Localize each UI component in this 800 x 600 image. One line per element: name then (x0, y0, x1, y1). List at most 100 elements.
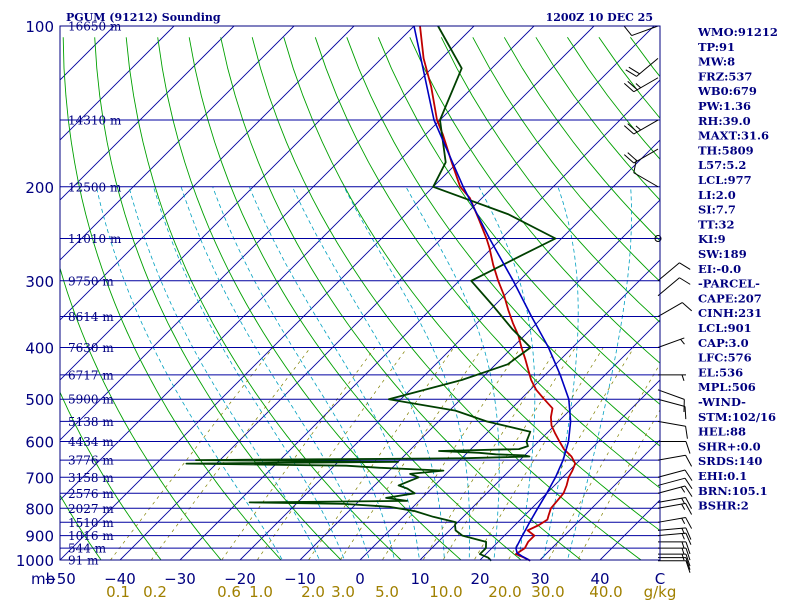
wind-barb (657, 516, 693, 529)
barb-full (685, 497, 693, 509)
moist-adiabat (96, 186, 283, 560)
mixing-ratio-line (422, 347, 558, 560)
barb-staff (657, 502, 686, 509)
barb-staff (657, 262, 680, 282)
index-line: WB0:679 (697, 84, 757, 98)
isotherm-line (60, 26, 175, 141)
mixing-ratio-line (442, 347, 576, 560)
pressure-tick-label: 400 (25, 340, 54, 358)
sounding-indices: WMO:91212TP:91MW:8FRZ:537WB0:679PW:1.36R… (697, 25, 778, 513)
index-line: MPL:506 (698, 380, 756, 394)
barb-staff (633, 172, 659, 188)
wind-barb (623, 148, 659, 164)
pressure-tick-label: 500 (25, 391, 54, 409)
pressure-tick-label: 900 (25, 528, 54, 546)
index-line: LI:2.0 (698, 188, 736, 202)
barb-full (623, 82, 635, 93)
barb-full (685, 560, 691, 573)
barb-half (681, 517, 686, 524)
isotherm-line (239, 139, 660, 560)
index-line: SHR+:0.0 (698, 439, 761, 453)
pressure-tick-label: 600 (25, 434, 54, 452)
height-label: 6717 m (68, 368, 114, 382)
temperature-tick-label: 20 (470, 570, 489, 588)
barb-staff (633, 119, 659, 135)
barb-staff (657, 477, 686, 486)
height-label: 1510 m (68, 516, 114, 530)
mixing-ratio-label: 30.0 (531, 583, 564, 600)
mixing-ratio-line (339, 347, 483, 560)
moist-adiabat (212, 186, 395, 560)
barb-full (681, 302, 693, 312)
barb-half (681, 497, 686, 505)
wind-barb (657, 497, 693, 509)
pressure-unit-label: mb (31, 570, 55, 588)
height-label: 2027 m (68, 502, 114, 516)
wind-barb (623, 77, 659, 93)
dry-adiabat (409, 37, 660, 364)
barb-staff (657, 516, 686, 523)
temperature-tick-label: 10 (410, 570, 429, 588)
barb-staff (633, 77, 659, 93)
index-line: BRN:105.1 (698, 484, 768, 498)
index-line: EI:-0.0 (698, 262, 741, 276)
index-line: LCL:977 (698, 173, 752, 187)
pressure-tick-label: 700 (25, 469, 54, 487)
mixing-ratio-label: 0.2 (143, 583, 167, 600)
mixing-ratio-line (221, 347, 376, 560)
barb-full (684, 485, 693, 497)
plot-frame (59, 25, 661, 561)
index-line: SW:189 (698, 247, 747, 261)
index-line: HEL:88 (698, 425, 746, 439)
barb-full (685, 441, 691, 454)
index-line: -PARCEL- (698, 277, 760, 291)
dry-adiabat (125, 37, 402, 560)
isotherm-line (60, 26, 235, 201)
wind-barb (658, 547, 691, 561)
dry-adiabat (283, 37, 660, 532)
barb-half (681, 533, 685, 540)
wind-barb (657, 277, 691, 297)
barb-full (684, 477, 693, 490)
barb-full (685, 503, 693, 515)
index-line: L57:5.2 (698, 158, 746, 172)
barb-full (633, 160, 637, 173)
mixing-ratio-line (150, 347, 311, 560)
dry-adiabat (251, 37, 642, 560)
barb-full (627, 152, 638, 162)
barb-half (680, 486, 686, 493)
barb-full (679, 277, 691, 285)
index-line: CAPE:207 (698, 291, 762, 305)
wind-barb (657, 454, 693, 467)
wind-barb (623, 25, 659, 37)
barb-staff (657, 485, 686, 494)
barb-half (681, 553, 685, 561)
temperature-profile (419, 25, 577, 562)
barb-staff (657, 454, 686, 461)
dry-adiabat (440, 37, 660, 323)
barb-full (623, 25, 633, 36)
mixing-ratio-line (256, 347, 408, 560)
wind-barb (658, 541, 691, 555)
mixing-ratio-label: 20.0 (488, 583, 521, 600)
temperature-tick-label: 0 (355, 570, 365, 588)
wind-barb (657, 302, 693, 317)
dry-adiabat (60, 266, 222, 560)
temperature-tick-label: C (655, 570, 665, 588)
barb-half (681, 547, 685, 555)
barb-full (627, 80, 638, 91)
mixing-ratio-label: 5.0 (375, 583, 399, 600)
height-label: 8614 m (68, 310, 114, 324)
height-label: 2576 m (68, 487, 114, 501)
wind-barb (658, 441, 691, 454)
index-line: SRDS:140 (698, 454, 762, 468)
height-label: 544 m (68, 542, 107, 556)
index-line: MW:8 (698, 55, 735, 69)
pressure-tick-label: 200 (25, 179, 54, 197)
barb-full (685, 553, 691, 567)
moist-adiabat (128, 186, 321, 560)
wind-barb (657, 262, 691, 282)
height-label: 3776 m (68, 454, 114, 468)
